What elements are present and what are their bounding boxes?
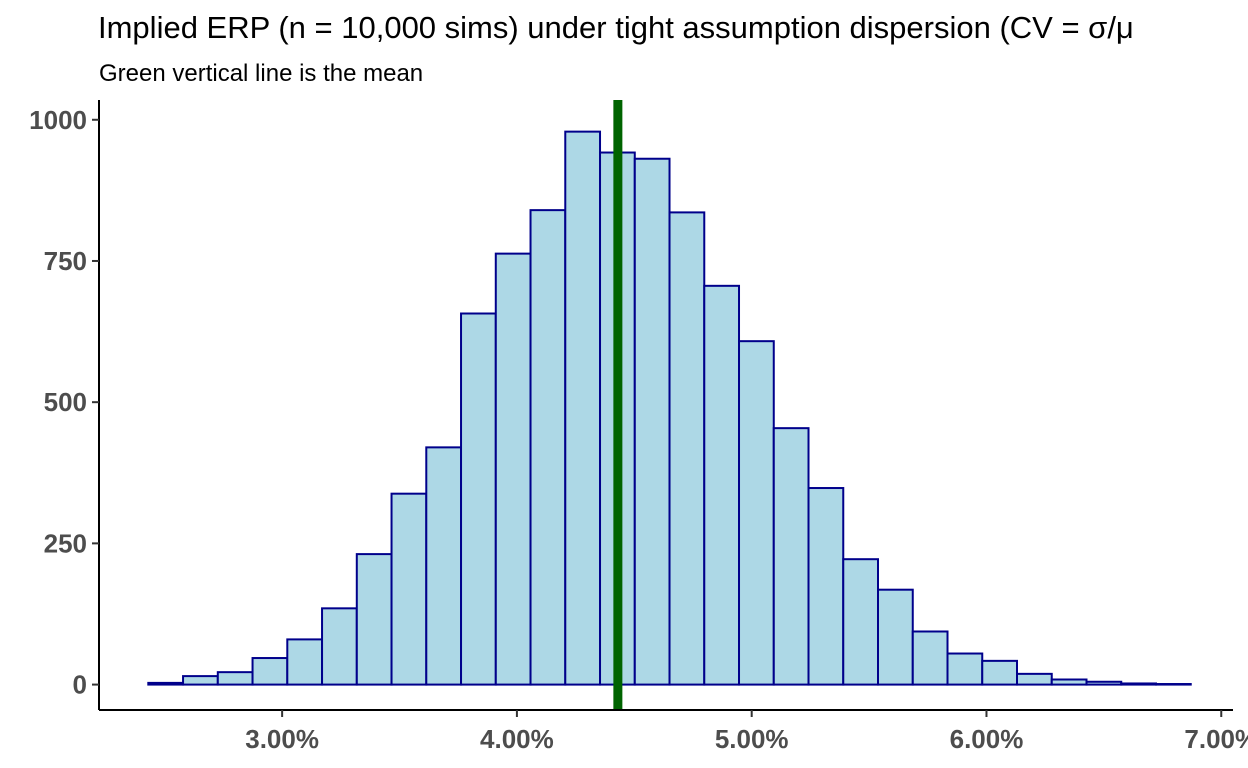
x-tick-label: 5.00% [715,724,789,754]
x-tick-label: 4.00% [480,724,554,754]
histogram-bars [147,130,1192,686]
histogram-bar [668,211,706,686]
histogram-bar [703,284,741,686]
histogram-bar [147,681,185,686]
histogram-bar [286,638,324,686]
histogram-bar [425,446,463,686]
histogram-bar [1154,683,1192,686]
y-tick-label: 1000 [29,105,87,135]
histogram-bar [494,252,532,686]
x-tick-label: 6.00% [950,724,1024,754]
x-axis-ticks: 3.00% 4.00% 5.00% 6.00% 7.00% [245,710,1248,754]
chart-title: Implied ERP (n = 10,000 sims) under tigh… [98,10,1134,45]
y-tick-label: 500 [44,387,87,417]
histogram-bar [1120,682,1157,686]
histogram-bar [981,659,1019,686]
histogram-bar [946,652,984,686]
histogram-bar [1016,672,1053,686]
histogram-bar [842,558,880,686]
axes [98,100,1233,711]
histogram-bar [1050,678,1088,686]
histogram-bar [1085,680,1123,686]
histogram-bar [633,157,671,686]
y-tick-label: 250 [44,528,87,558]
y-axis-ticks: 0 250 500 750 1000 [29,105,99,700]
histogram-bar [911,630,949,686]
histogram-bar [251,657,289,686]
histogram-bar [738,340,775,686]
histogram-bar [216,671,254,686]
histogram-bar [877,588,914,686]
histogram-bar [564,130,602,686]
histogram-bar [182,675,219,686]
y-tick-label: 0 [73,670,87,700]
x-tick-label: 7.00% [1184,724,1248,754]
histogram-bar [355,553,393,686]
histogram-bar [529,209,567,686]
chart-subtitle: Green vertical line is the mean [99,60,424,87]
histogram-bar [807,487,845,686]
histogram-bar [390,492,428,686]
x-tick-label: 3.00% [245,724,319,754]
y-tick-label: 750 [44,246,87,276]
histogram-bar [460,312,497,686]
histogram-bar [321,607,358,686]
histogram-bar [772,427,810,686]
